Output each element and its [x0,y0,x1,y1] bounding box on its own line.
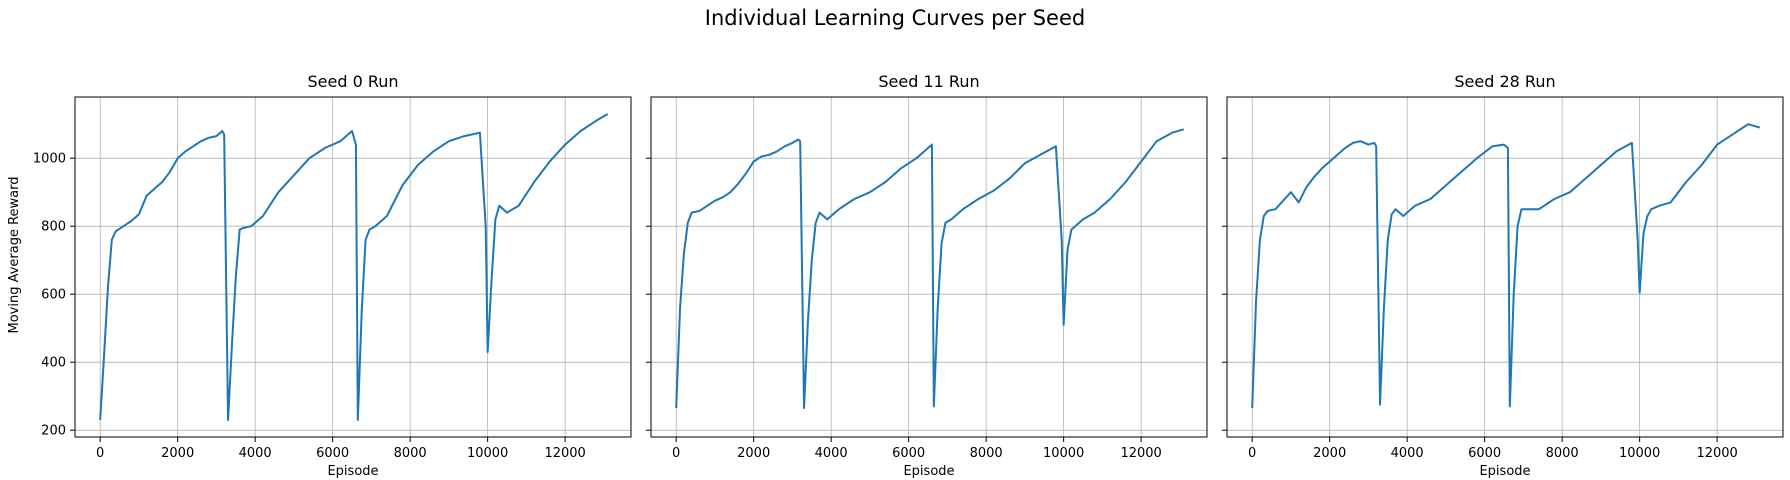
subplot-0: 0 2000 4000 6000 8000 10000 12000 200 400 600 800 1… [33,72,632,479]
x-axis-label: Episode [1479,464,1530,479]
x-tick-label: 12000 [1696,446,1737,461]
x-axis-label: Episode [903,464,954,479]
x-tick-label: 0 [672,446,680,461]
subplot-2: 0 2000 4000 6000 8000 10000 12000 Seed 28 Run Ep… [1222,72,1784,479]
y-tick-label: 600 [41,288,66,303]
series-line [99,113,609,421]
x-tick-label: 12000 [544,446,585,461]
x-tick-label: 8000 [1546,446,1579,461]
x-tick-label: 10000 [1619,446,1660,461]
x-tick-label: 10000 [467,446,508,461]
x-tick-label: 0 [1248,446,1256,461]
subplot-title: Seed 11 Run [878,72,979,91]
x-tick-label: 12000 [1120,446,1161,461]
y-tick-label: 400 [41,356,66,371]
x-tick-label: 8000 [970,446,1003,461]
plot-frame [1226,96,1784,438]
shared-y-axis-label: Moving Average Reward [7,176,22,333]
y-tick-label: 200 [41,424,66,439]
y-tick-label: 1000 [33,152,66,167]
x-tick-label: 4000 [1391,446,1424,461]
figure-suptitle: Individual Learning Curves per Seed [705,6,1085,30]
x-tick-label: 0 [96,446,104,461]
subplot-title: Seed 0 Run [307,72,398,91]
x-tick-label: 8000 [394,446,427,461]
plot-frame [74,96,632,438]
plot-frame [650,96,1208,438]
x-tick-label: 4000 [815,446,848,461]
y-tick-label: 800 [41,220,66,235]
x-tick-label: 4000 [239,446,272,461]
x-tick-label: 2000 [737,446,770,461]
x-axis-label: Episode [327,464,378,479]
series-line [1251,123,1761,409]
x-tick-label: 6000 [316,446,349,461]
x-tick-label: 2000 [161,446,194,461]
subplot-title: Seed 28 Run [1454,72,1555,91]
x-tick-label: 2000 [1313,446,1346,461]
series-line [675,128,1185,410]
x-tick-label: 6000 [1468,446,1501,461]
x-tick-label: 10000 [1043,446,1084,461]
subplot-1: 0 2000 4000 6000 8000 10000 12000 Seed 11 Run Ep… [646,72,1208,479]
x-tick-label: 6000 [892,446,925,461]
